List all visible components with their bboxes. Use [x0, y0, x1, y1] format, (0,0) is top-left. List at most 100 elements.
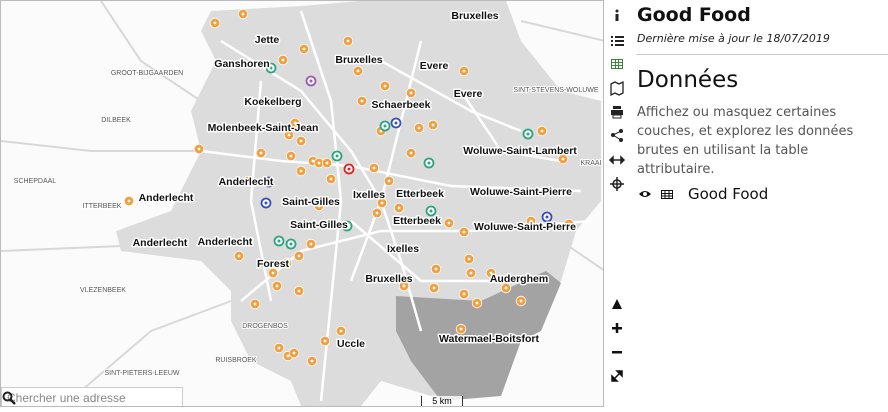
measure-button[interactable] [608, 155, 626, 165]
poi-marker[interactable] [298, 43, 310, 55]
poi-marker[interactable] [352, 65, 364, 77]
poi-marker[interactable] [405, 147, 417, 159]
poi-marker[interactable] [405, 87, 417, 99]
north-button[interactable] [612, 299, 622, 309]
poi-marker[interactable] [267, 267, 279, 279]
map[interactable]: Bruxelles Jette Ganshoren Bruxelles Evere GRO… [0, 0, 604, 407]
poi-marker[interactable] [390, 117, 402, 129]
poi-marker[interactable] [368, 162, 380, 174]
poi-marker[interactable] [485, 267, 497, 279]
poi-marker[interactable] [383, 175, 395, 187]
poi-marker[interactable] [237, 8, 249, 20]
poi-marker[interactable] [123, 195, 135, 207]
poi-marker[interactable] [413, 122, 425, 134]
poi-marker[interactable] [341, 220, 353, 232]
locate-button[interactable] [610, 177, 624, 191]
poi-marker[interactable] [277, 54, 289, 66]
poi-marker[interactable] [295, 135, 307, 147]
poi-marker[interactable] [242, 175, 254, 187]
poi-marker[interactable] [265, 62, 277, 74]
poi-marker[interactable] [285, 150, 297, 162]
fullscreen-button[interactable] [611, 370, 623, 382]
poi-marker[interactable] [356, 95, 368, 107]
poi-marker[interactable] [283, 129, 295, 141]
poi-marker[interactable] [443, 217, 455, 229]
poi-marker[interactable] [427, 119, 439, 131]
zoom-out-button[interactable] [612, 351, 622, 354]
visibility-toggle[interactable] [638, 189, 652, 199]
poi-marker[interactable] [536, 125, 548, 137]
poi-marker[interactable] [305, 75, 317, 87]
table-toggle[interactable] [660, 189, 674, 200]
poi-marker[interactable] [428, 282, 440, 294]
poi-marker[interactable] [306, 355, 318, 367]
poi-marker[interactable] [321, 157, 333, 169]
poi-marker[interactable] [500, 282, 512, 294]
poi-marker[interactable] [233, 250, 245, 262]
poi-marker[interactable] [209, 17, 221, 29]
poi-marker[interactable] [471, 297, 483, 309]
poi-marker[interactable] [273, 342, 285, 354]
share-button[interactable] [611, 129, 623, 142]
poi-marker[interactable] [281, 257, 293, 269]
table-button[interactable] [611, 59, 623, 69]
poi-marker[interactable] [343, 163, 355, 175]
poi-marker[interactable] [289, 117, 301, 129]
poi-marker[interactable] [263, 176, 275, 188]
print-button[interactable] [611, 106, 623, 119]
marker-dot [469, 271, 473, 275]
poi-marker[interactable] [376, 197, 388, 209]
marker-dot [299, 139, 303, 143]
poi-marker[interactable] [285, 238, 297, 250]
poi-marker[interactable] [557, 153, 569, 165]
zoom-in-button[interactable] [612, 323, 622, 333]
marker-dot [329, 177, 333, 181]
poi-marker[interactable] [335, 325, 347, 337]
poi-marker[interactable] [425, 205, 437, 217]
info-button[interactable] [615, 9, 619, 22]
poi-marker[interactable] [331, 150, 343, 162]
poi-marker[interactable] [522, 128, 534, 140]
poi-marker[interactable] [379, 120, 391, 132]
poi-marker[interactable] [260, 197, 272, 209]
poi-marker[interactable] [458, 288, 470, 300]
poi-marker[interactable] [423, 157, 435, 169]
poi-marker[interactable] [313, 200, 325, 212]
legend-button[interactable] [611, 36, 624, 46]
map-button[interactable] [610, 80, 624, 97]
poi-marker[interactable] [541, 211, 553, 223]
marker-dot [347, 167, 351, 171]
poi-marker[interactable] [465, 267, 477, 279]
poi-marker[interactable] [398, 280, 410, 292]
poi-marker[interactable] [288, 347, 300, 359]
search-box[interactable]: Chercher une adresse [1, 387, 183, 406]
marker-dot [417, 126, 421, 130]
poi-marker[interactable] [393, 202, 405, 214]
poi-marker[interactable] [515, 295, 527, 307]
poi-marker[interactable] [271, 280, 283, 292]
poi-marker[interactable] [342, 35, 354, 47]
poi-marker[interactable] [525, 215, 537, 227]
poi-marker[interactable] [371, 207, 383, 219]
poi-marker[interactable] [455, 323, 467, 335]
poi-marker[interactable] [193, 143, 205, 155]
poi-marker[interactable] [319, 335, 331, 347]
layer-name[interactable]: Good Food [688, 185, 769, 203]
marker-dot [402, 284, 406, 288]
poi-marker[interactable] [293, 250, 305, 262]
poi-marker[interactable] [458, 65, 470, 77]
poi-marker[interactable] [273, 235, 285, 247]
poi-marker[interactable] [430, 263, 442, 275]
poi-marker[interactable] [563, 218, 575, 230]
marker-dot [197, 147, 201, 151]
poi-marker[interactable] [293, 285, 305, 297]
poi-marker[interactable] [249, 298, 261, 310]
poi-marker[interactable] [379, 80, 391, 92]
poi-marker[interactable] [295, 165, 307, 177]
poi-marker[interactable] [255, 147, 267, 159]
search-icon[interactable] [2, 391, 16, 405]
poi-marker[interactable] [458, 226, 470, 238]
poi-marker[interactable] [305, 238, 317, 250]
poi-marker[interactable] [463, 253, 475, 265]
poi-marker[interactable] [325, 173, 337, 185]
